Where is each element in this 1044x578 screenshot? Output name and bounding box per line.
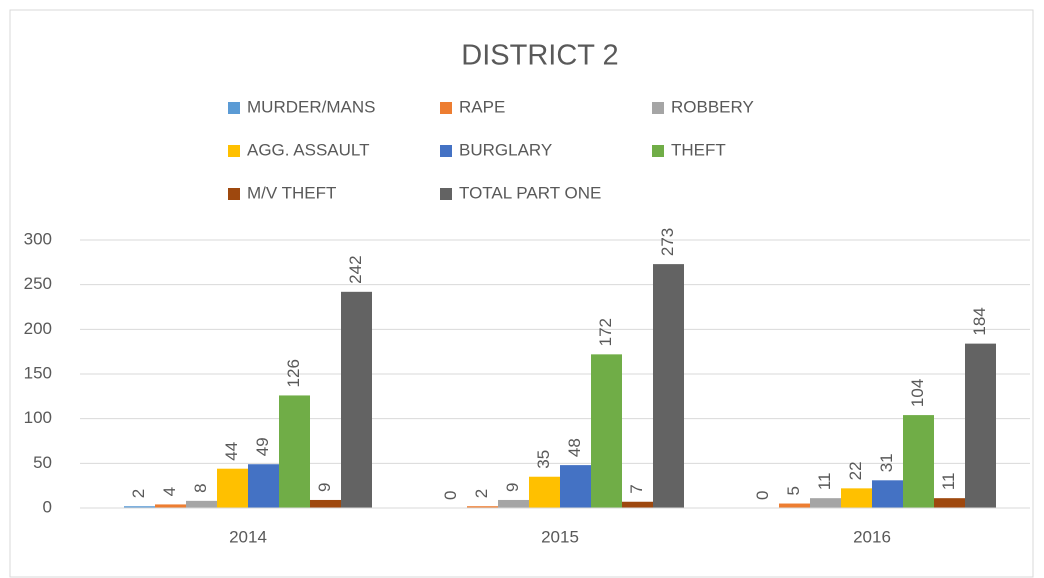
legend-label: TOTAL PART ONE [459, 183, 601, 202]
data-label: 104 [908, 379, 927, 407]
data-label: 0 [753, 491, 772, 500]
data-label: 22 [846, 461, 865, 480]
data-label: 2 [472, 489, 491, 498]
y-tick-label: 200 [24, 319, 52, 338]
data-label: 48 [565, 438, 584, 457]
legend-swatch [652, 102, 664, 114]
legend-swatch [440, 102, 452, 114]
legend-label: THEFT [671, 140, 726, 159]
legend-swatch [228, 145, 240, 157]
bar [841, 488, 872, 508]
y-tick-label: 250 [24, 274, 52, 293]
bar [248, 464, 279, 508]
data-label: 35 [534, 450, 553, 469]
data-label: 242 [346, 255, 365, 283]
data-label: 0 [441, 491, 460, 500]
bar [810, 498, 841, 508]
legend-swatch [440, 145, 452, 157]
bar [779, 503, 810, 508]
legend-swatch [228, 102, 240, 114]
legend-label: RAPE [459, 97, 505, 116]
y-tick-label: 50 [33, 453, 52, 472]
bar [217, 468, 248, 508]
bar [934, 498, 965, 508]
data-label: 49 [253, 437, 272, 456]
y-tick-label: 100 [24, 408, 52, 427]
legend-swatch [652, 145, 664, 157]
data-label: 126 [284, 359, 303, 387]
y-tick-label: 300 [24, 229, 52, 248]
legend-label: MURDER/MANS [247, 97, 375, 116]
chart-title: DISTRICT 2 [461, 40, 618, 72]
bar [155, 504, 186, 508]
x-tick-label: 2014 [229, 527, 267, 546]
bar [467, 506, 498, 508]
y-tick-label: 0 [43, 497, 52, 516]
data-label: 172 [596, 318, 615, 346]
data-label: 8 [191, 483, 210, 492]
data-label: 4 [160, 487, 179, 496]
bar [653, 264, 684, 508]
y-tick-label: 150 [24, 363, 52, 382]
bar [186, 500, 217, 508]
data-label: 11 [815, 473, 834, 491]
x-tick-label: 2016 [853, 527, 891, 546]
bar [529, 476, 560, 508]
bar [591, 354, 622, 508]
data-label: 7 [627, 484, 646, 493]
bar [498, 499, 529, 508]
data-label: 11 [939, 473, 958, 491]
data-label: 184 [970, 307, 989, 335]
legend-label: AGG. ASSAULT [247, 140, 370, 159]
bar [965, 343, 996, 508]
bar [124, 506, 155, 508]
chart-frame [9, 9, 1034, 578]
data-label: 44 [222, 442, 241, 461]
legend-swatch [228, 188, 240, 200]
bar [872, 480, 903, 508]
legend-label: M/V THEFT [247, 183, 336, 202]
bar [310, 499, 341, 508]
legend-label: BURGLARY [459, 140, 552, 159]
bar [903, 415, 934, 508]
data-label: 9 [315, 482, 334, 491]
data-label: 2 [129, 489, 148, 498]
bar [622, 501, 653, 508]
legend-label: ROBBERY [671, 97, 754, 116]
data-label: 9 [503, 482, 522, 491]
x-tick-label: 2015 [541, 527, 579, 546]
bar [279, 395, 310, 508]
legend-swatch [440, 188, 452, 200]
bar [341, 291, 372, 508]
bar [560, 465, 591, 508]
data-label: 31 [877, 453, 896, 472]
data-label: 273 [658, 228, 677, 256]
data-label: 5 [784, 486, 803, 495]
